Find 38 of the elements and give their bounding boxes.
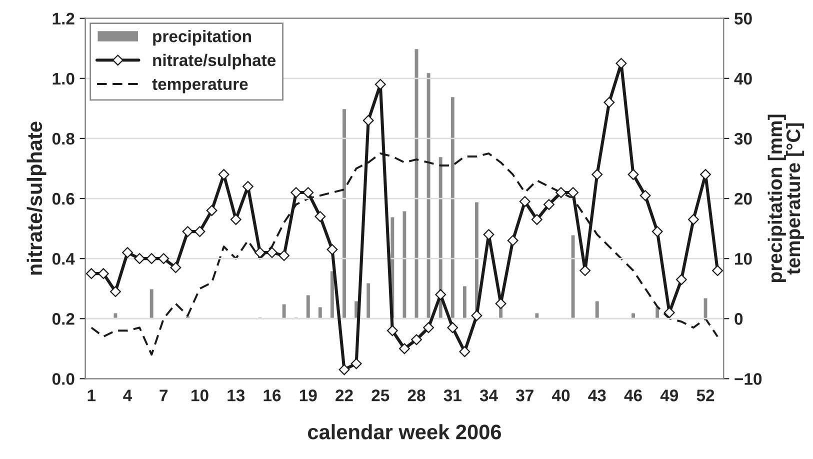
x-tick-label: 13 [228,390,245,402]
x-tick-label: 16 [264,390,281,402]
y-tick-label: 0.4 [52,252,75,265]
x-tick-label: 40 [552,390,570,402]
y-tick-label: 0.0 [52,373,74,385]
x-tick-label: 4 [123,390,132,402]
y2-tick-label: −10 [734,373,762,385]
y2-tick-label: 0 [734,313,743,325]
y2-tick-label: 30 [734,132,752,145]
y2-tick-label: 50 [734,12,752,25]
legend-label: nitrate/sulphate [153,54,276,70]
y2-tick-label: 10 [735,252,752,265]
y2-tick-label: 40 [734,72,752,85]
y-axis-title: nitrate/sulphate [26,122,46,275]
y-tick-label: 1.2 [52,12,74,24]
y-tick-label: 1.0 [52,72,74,85]
y-tick-label: 0.8 [52,132,74,145]
x-tick-label: 10 [192,390,208,402]
x-tick-label: 52 [696,390,714,402]
x-tick-label: 49 [660,390,678,402]
x-tick-label: 7 [160,390,168,402]
x-tick-label: 1 [88,390,96,402]
y-tick-label: 0.2 [52,313,74,325]
legend-label: precipitation [153,30,252,46]
x-axis-title: calendar week 2006 [308,424,502,440]
y2-axis-title: precipitation [mm] temperature [°C] [768,114,804,282]
x-tick-label: 31 [444,390,462,402]
x-tick-label: 28 [408,390,426,402]
y-tick-label: 0.6 [52,192,74,205]
x-tick-label: 25 [372,390,390,402]
x-tick-label: 46 [624,390,642,402]
y2-tick-label: 20 [734,192,752,205]
x-tick-label: 22 [336,390,353,402]
x-tick-label: 34 [480,390,498,402]
legend-label: temperature [152,78,248,94]
x-tick-label: 37 [516,390,534,402]
x-tick-label: 19 [300,390,317,402]
x-tick-label: 43 [588,390,606,402]
